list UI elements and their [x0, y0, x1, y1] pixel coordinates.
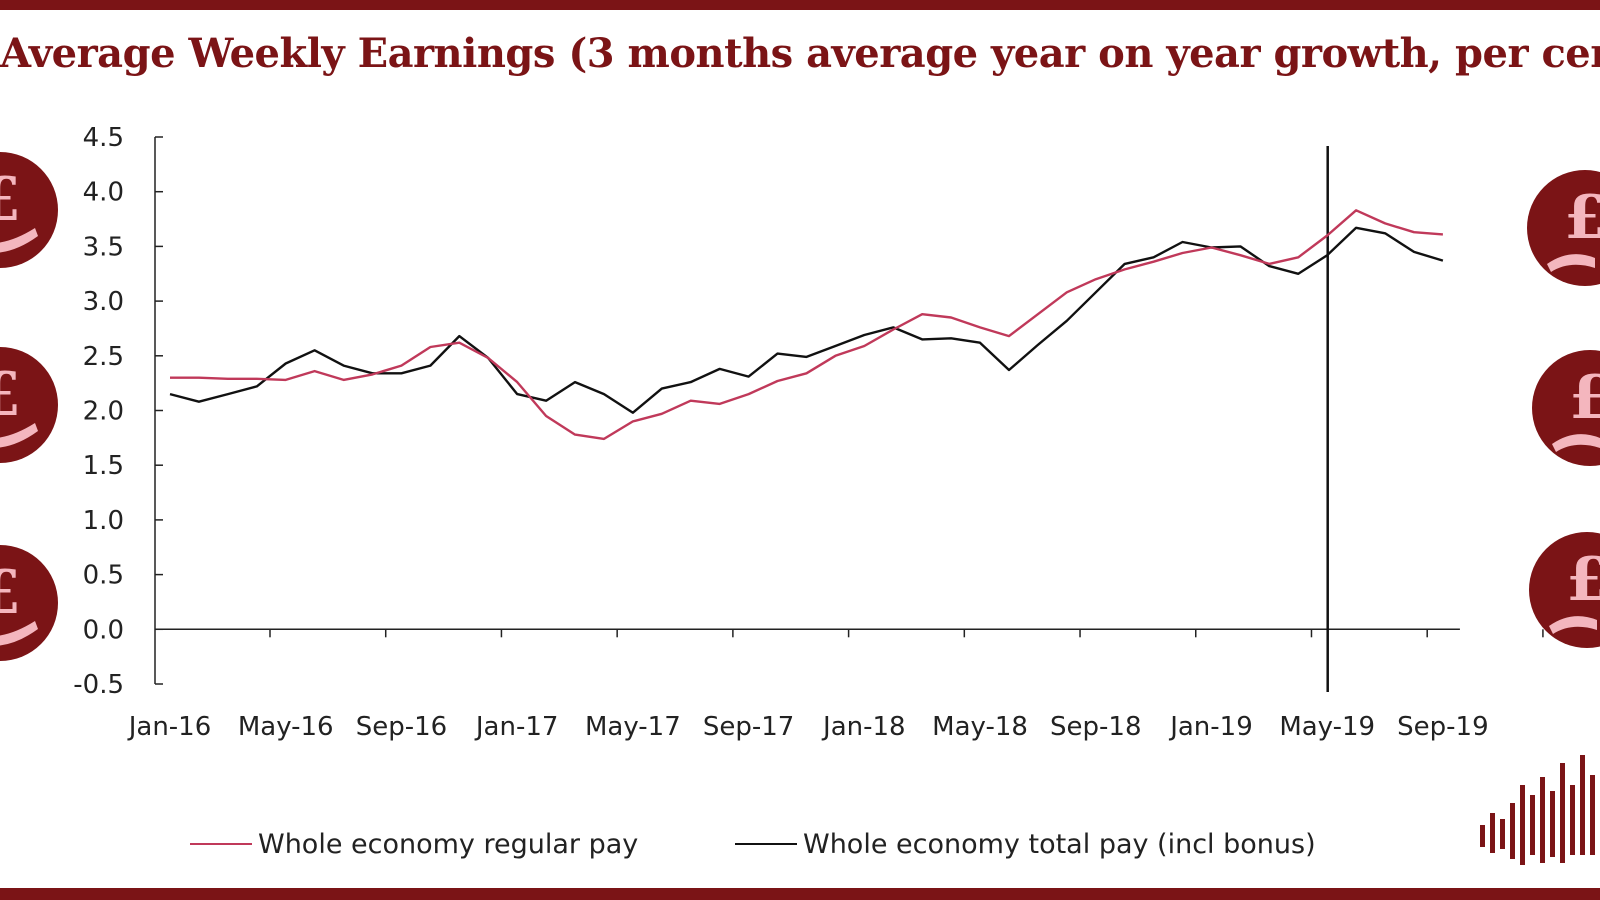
- bar-logo-icon: [1480, 755, 1595, 865]
- y-tick-label: 2.0: [83, 397, 124, 427]
- chart-legend: Whole economy regular pay Whole economy …: [0, 824, 1600, 864]
- x-tick-label: May-16: [238, 712, 334, 742]
- legend-item-total-pay: Whole economy total pay (incl bonus): [735, 824, 1316, 864]
- x-tick-label: Sep-19: [1397, 712, 1488, 742]
- series-line-regular-pay: [170, 209, 1443, 441]
- x-tick-label: May-17: [585, 712, 681, 742]
- svg-text:£: £: [1564, 183, 1600, 253]
- legend-label-total-pay: Whole economy total pay (incl bonus): [803, 828, 1316, 860]
- chart-axes: -0.5 0.0 0.5 1.0 1.5 2.0 2.5 3.0 3.5 4.0 4.5 Jan-16…: [73, 123, 1544, 742]
- bottom-brand-bar: [0, 888, 1600, 900]
- x-tick-label: Jan-17: [474, 712, 559, 742]
- series-line-total-pay: [169, 226, 1444, 414]
- x-tick-label: Jan-18: [821, 712, 906, 742]
- svg-text:£: £: [0, 165, 21, 235]
- legend-swatch-total-pay: [735, 843, 797, 845]
- svg-text:£: £: [1569, 363, 1600, 433]
- pound-coin-hand-icon: £: [1527, 170, 1600, 286]
- y-tick-label: 1.0: [83, 506, 124, 536]
- pound-coin-hand-icon: £: [0, 545, 58, 661]
- x-tick-label: May-19: [1279, 712, 1375, 742]
- top-brand-bar: [0, 0, 1600, 10]
- legend-swatch-regular-pay: [190, 843, 252, 845]
- x-tick-label: Jan-19: [1168, 712, 1253, 742]
- y-tick-label: 3.5: [83, 232, 124, 262]
- svg-text:£: £: [0, 360, 21, 430]
- y-tick-label: -0.5: [73, 670, 124, 700]
- chart-title: Average Weekly Earnings (3 months averag…: [0, 30, 1600, 77]
- x-tick-label: Sep-17: [703, 712, 794, 742]
- svg-text:£: £: [0, 558, 21, 628]
- y-tick-label: 2.5: [83, 342, 124, 372]
- x-tick-label: May-18: [932, 712, 1028, 742]
- x-tick-label: Sep-16: [356, 712, 447, 742]
- pound-coin-hand-icon: £: [0, 347, 58, 463]
- y-tick-label: 4.0: [83, 178, 124, 208]
- x-tick-label: Jan-16: [127, 712, 212, 742]
- y-tick-label: 1.5: [83, 451, 124, 481]
- y-tick-label: 0.0: [83, 615, 124, 645]
- pound-coin-hand-icon: £: [1532, 350, 1600, 466]
- y-tick-label: 3.0: [83, 287, 124, 317]
- legend-label-regular-pay: Whole economy regular pay: [258, 828, 639, 860]
- legend-item-regular-pay: Whole economy regular pay: [190, 824, 638, 864]
- series-layer: [169, 209, 1444, 441]
- x-tick-label: Sep-18: [1050, 712, 1141, 742]
- y-tick-label: 4.5: [83, 123, 124, 153]
- pound-coin-hand-icon: £: [0, 152, 58, 268]
- y-tick-label: 0.5: [83, 561, 124, 591]
- svg-text:£: £: [1566, 545, 1600, 615]
- pound-coin-hand-icon: £: [1529, 532, 1600, 648]
